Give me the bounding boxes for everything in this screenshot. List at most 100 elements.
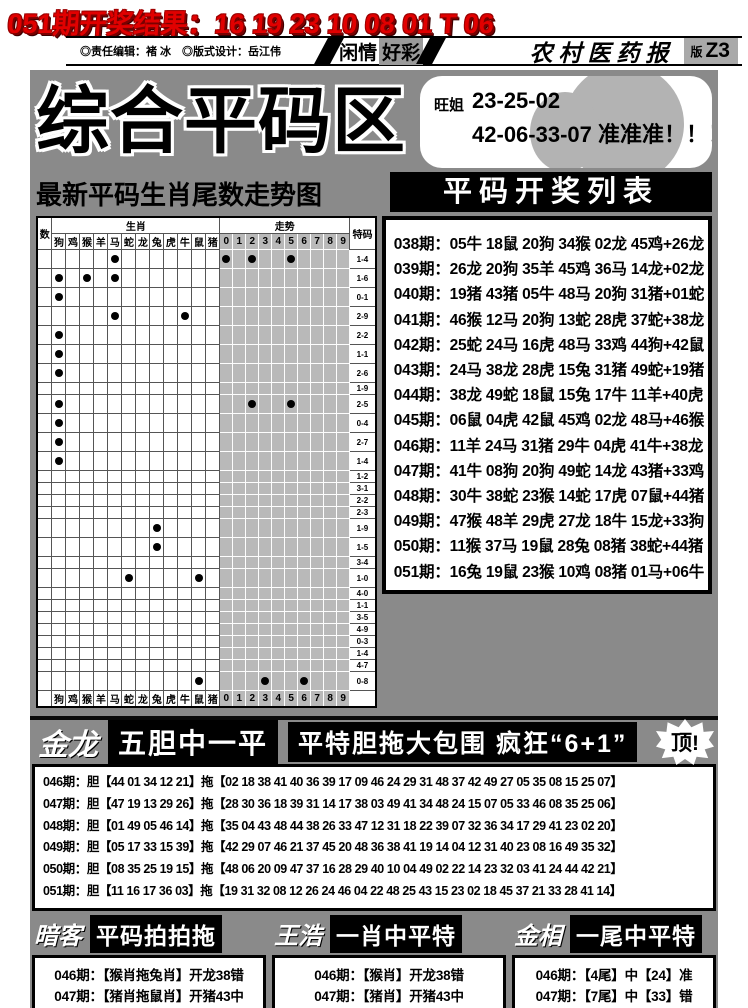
trend-cell: [297, 363, 312, 383]
index-cell: [36, 363, 53, 383]
chart-row: 1-1: [36, 599, 377, 612]
zodiac-cell: [135, 635, 151, 648]
zodiac-cell: [205, 363, 221, 383]
zodiac-footer-cell: 狗: [51, 690, 67, 708]
zodiac-cell: [163, 432, 179, 452]
trend-cell: [271, 382, 286, 395]
trend-cell: [336, 518, 351, 538]
chart-row: 1-9: [36, 518, 377, 538]
tipster-name: 金相: [514, 924, 562, 951]
trend-cell: [258, 599, 273, 612]
zodiac-cell: [191, 413, 207, 433]
trend-cell: [258, 671, 273, 691]
trend-cell: [245, 599, 260, 612]
trend-cell: [219, 568, 234, 588]
zodiac-column-header: 鼠: [191, 233, 207, 250]
trend-cell: [323, 394, 338, 414]
zodiac-cell: [163, 287, 179, 307]
trend-cell: [297, 659, 312, 672]
trend-cell: [336, 623, 351, 636]
trend-cell: [271, 556, 286, 569]
dot: [194, 573, 203, 582]
trend-cell: [310, 647, 325, 660]
zodiac-cell: [107, 623, 123, 636]
dantuo-rows: 046期：胆【44 01 34 12 21】拖【02 18 38 41 40 3…: [32, 764, 716, 911]
tip-row: 046期：【4尾】中【24】准: [535, 967, 693, 983]
trend-cell: [310, 635, 325, 648]
chart-row: 1-2: [36, 470, 377, 483]
zodiac-cell: [121, 344, 137, 364]
trend-cell: [310, 659, 325, 672]
zodiac-cell: [205, 599, 221, 612]
zodiac-cell: [191, 268, 207, 288]
trend-cell: [297, 587, 312, 600]
trend-cell: [310, 306, 325, 326]
dot: [110, 311, 119, 320]
trend-cell: [336, 249, 351, 269]
trend-cell: [310, 671, 325, 691]
zodiac-footer-cell: 猴: [79, 690, 95, 708]
index-cell: [36, 647, 53, 660]
trend-cell: [219, 451, 234, 471]
zodiac-cell: [177, 451, 193, 471]
zodiac-cell: [51, 470, 67, 483]
dot: [54, 437, 63, 446]
trend-cell: [336, 635, 351, 648]
trend-cell: [258, 506, 273, 519]
zodiac-cell: [163, 647, 179, 660]
trend-cell: [323, 494, 338, 507]
trend-cell: [310, 413, 325, 433]
zodiac-cell: [93, 344, 109, 364]
trend-column-header: 3: [258, 233, 273, 250]
zodiac-cell: [205, 249, 221, 269]
zodiac-cell: [205, 382, 221, 395]
hero-section: 综合平码区 旺姐 23-25-02 42-06-33-07 准准准！！！: [30, 70, 718, 168]
trend-cell: [297, 451, 312, 471]
zodiac-cell: [191, 249, 207, 269]
zodiac-cell: [51, 268, 67, 288]
dot: [82, 273, 91, 282]
trend-cell: [284, 482, 299, 495]
zodiac-cell: [107, 599, 123, 612]
trend-cell: [219, 537, 234, 557]
zodiac-cell: [191, 306, 207, 326]
zodiac-cell: [135, 556, 151, 569]
trend-cell: [258, 659, 273, 672]
trend-cell: [297, 568, 312, 588]
trend-cell: [323, 635, 338, 648]
zodiac-cell: [191, 432, 207, 452]
chart-row: 2-5: [36, 394, 377, 414]
chart-row: 1-6: [36, 268, 377, 288]
zodiac-footer-cell: 马: [107, 690, 123, 708]
zodiac-cell: [135, 382, 151, 395]
tip-row: 047期：【猪肖】开猪43中: [314, 989, 464, 1005]
zodiac-cell: [93, 568, 109, 588]
zodiac-cell: [79, 482, 95, 495]
zodiac-cell: [135, 268, 151, 288]
zodiac-cell: [93, 599, 109, 612]
trend-cell: [284, 568, 299, 588]
zodiac-cell: [121, 635, 137, 648]
trend-cell: [245, 413, 260, 433]
zodiac-cell: [135, 587, 151, 600]
tail-label-cell: 1-5: [349, 537, 377, 557]
chart-row: 2-2: [36, 325, 377, 345]
zodiac-cell: [121, 568, 137, 588]
trend-cell: [245, 470, 260, 483]
trend-cell: [336, 671, 351, 691]
zodiac-cell: [205, 470, 221, 483]
zodiac-cell: [107, 556, 123, 569]
zodiac-cell: [163, 518, 179, 538]
tail-label-cell: 2-5: [349, 394, 377, 414]
dot: [54, 330, 63, 339]
trend-cell: [323, 506, 338, 519]
trend-cell: [271, 518, 286, 538]
trend-footer-cell: 5: [284, 690, 299, 708]
tipster-content: 旺姐 23-25-02 42-06-33-07 准准准！！！: [434, 84, 712, 152]
tail-label-cell: 1-1: [349, 344, 377, 364]
trend-cell: [245, 494, 260, 507]
trend-cell: [271, 482, 286, 495]
zodiac-cell: [65, 556, 81, 569]
zodiac-cell: [191, 599, 207, 612]
dot: [54, 273, 63, 282]
